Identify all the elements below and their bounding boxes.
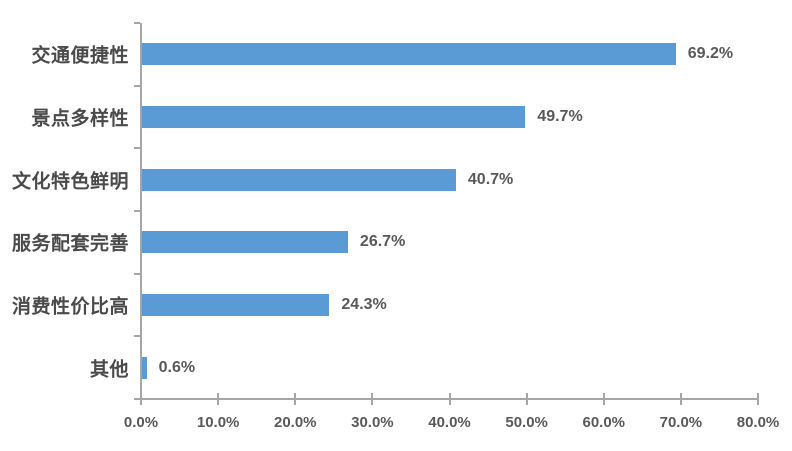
y-axis-tick [134, 398, 140, 400]
category-label: 其他 [89, 359, 129, 381]
value-label: 0.6% [158, 358, 196, 376]
value-label: 69.2% [687, 45, 734, 63]
x-axis-tick [371, 393, 374, 405]
y-axis-tick [134, 272, 140, 275]
category-label: 服务配套完善 [11, 233, 129, 255]
category-label: 交通便捷性 [31, 45, 129, 67]
x-axis-tick-label: 60.0% [582, 414, 626, 431]
y-axis-tick [134, 210, 140, 212]
value-label: 40.7% [467, 170, 514, 188]
category-label: 消费性价比高 [11, 296, 129, 318]
x-axis-tick [757, 393, 759, 405]
x-axis-tick-label: 40.0% [428, 414, 471, 431]
x-axis-tick-label: 0.0% [123, 414, 159, 431]
x-axis-tick [140, 393, 142, 405]
bar [142, 106, 526, 128]
x-axis-tick [294, 393, 297, 405]
value-label: 24.3% [341, 296, 387, 313]
x-axis-tick [679, 393, 682, 405]
value-label: 49.7% [537, 108, 583, 125]
x-axis-tick-label: 70.0% [659, 414, 703, 431]
bar [142, 231, 348, 254]
x-axis-tick-label: 30.0% [351, 414, 394, 431]
x-axis-tick [448, 393, 451, 405]
y-axis-tick [134, 22, 140, 24]
y-axis-line [140, 23, 142, 399]
x-axis-tick-label: 80.0% [736, 414, 780, 431]
x-axis-tick-label: 50.0% [505, 414, 548, 431]
category-label: 景点多样性 [31, 108, 129, 130]
bar [142, 168, 456, 191]
bar [142, 294, 330, 316]
x-axis-tick-label: 20.0% [273, 414, 317, 431]
y-axis-tick [134, 84, 140, 87]
x-axis-tick [602, 393, 605, 405]
category-label: 文化特色鲜明 [11, 171, 129, 193]
x-axis-tick [525, 393, 528, 405]
bar [142, 356, 147, 379]
bar [142, 43, 676, 66]
y-axis-tick [134, 147, 140, 150]
x-axis-tick [217, 393, 220, 405]
y-axis-tick [134, 335, 140, 338]
x-axis-tick-label: 10.0% [196, 414, 240, 431]
value-label: 26.7% [359, 233, 406, 251]
